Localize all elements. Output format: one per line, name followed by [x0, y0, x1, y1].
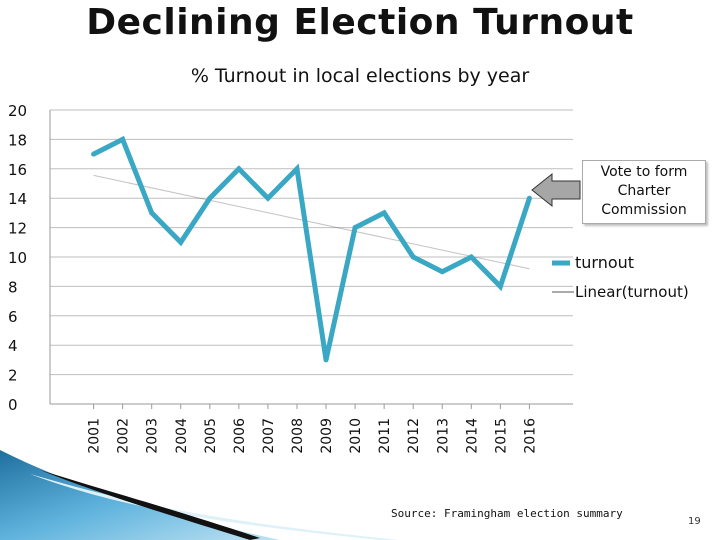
data-point — [236, 166, 242, 172]
footer-decoration — [0, 450, 400, 540]
x-tick-label: 2016 — [522, 418, 538, 454]
x-tick-label: 2015 — [493, 418, 509, 454]
data-point — [352, 225, 358, 231]
x-tick-label: 2010 — [348, 418, 364, 454]
chart-title: % Turnout in local elections by year — [191, 65, 530, 87]
data-point — [294, 166, 300, 172]
x-tick-label: 2005 — [203, 418, 219, 454]
x-tick-label: 2001 — [87, 418, 103, 454]
data-point — [149, 210, 155, 216]
series-layer — [91, 135, 532, 363]
source-note: Source: Framingham election summary — [391, 507, 623, 520]
slide-title: Declining Election Turnout — [86, 2, 634, 43]
x-tick-label: 2006 — [232, 418, 248, 454]
y-tick-label: 20 — [8, 102, 27, 120]
data-point — [410, 254, 416, 260]
data-point — [323, 357, 329, 363]
y-tick-label: 0 — [8, 396, 18, 414]
x-tick-label: 2013 — [435, 418, 451, 454]
x-tick-label: 2011 — [377, 418, 393, 454]
axes — [49, 110, 573, 409]
y-tick-label: 12 — [8, 220, 27, 238]
y-tick-label: 8 — [8, 278, 18, 296]
data-point — [265, 195, 271, 201]
y-tick-label: 14 — [8, 190, 27, 208]
y-tick-label: 16 — [8, 161, 27, 179]
data-point — [497, 283, 503, 289]
data-point — [439, 269, 445, 275]
data-point — [178, 239, 184, 245]
callout-text: Vote to form Charter Commission — [600, 164, 688, 218]
turnout-series-line — [92, 135, 532, 361]
data-point — [526, 195, 532, 201]
x-tick-label: 2007 — [261, 418, 277, 454]
page-number: 19 — [688, 516, 701, 527]
x-tick-label: 2003 — [145, 418, 161, 454]
x-tick-label: 2014 — [464, 418, 480, 454]
x-tick-label: 2002 — [116, 418, 132, 454]
legend-label-turnout: turnout — [575, 253, 634, 272]
data-point — [91, 151, 97, 157]
data-point — [120, 136, 126, 142]
trendline — [93, 174, 530, 270]
data-point — [207, 195, 213, 201]
trendline-layer — [93, 174, 530, 270]
y-tick-label: 18 — [8, 131, 27, 149]
y-tick-labels: 0 2 4 6 8 10 12 14 16 18 20 — [8, 102, 27, 414]
x-tick-labels: 2001 2002 2003 2004 2005 2006 2007 2008 2009 2010… — [87, 418, 539, 454]
data-point — [468, 254, 474, 260]
y-tick-label: 2 — [8, 367, 18, 385]
x-tick-label: 2008 — [290, 418, 306, 454]
x-tick-label: 2004 — [174, 418, 190, 454]
y-tick-label: 6 — [8, 308, 18, 326]
x-tick-label: 2012 — [406, 418, 422, 454]
data-point — [381, 210, 387, 216]
x-tick-label: 2009 — [319, 418, 335, 454]
legend-label-trend: Linear(turnout) — [575, 283, 689, 301]
callout-box: Vote to form Charter Commission — [582, 160, 706, 224]
callout-arrow — [531, 172, 581, 208]
y-tick-label: 4 — [8, 337, 18, 355]
legend: turnout Linear(turnout) — [552, 253, 689, 301]
y-tick-label: 10 — [8, 249, 27, 267]
